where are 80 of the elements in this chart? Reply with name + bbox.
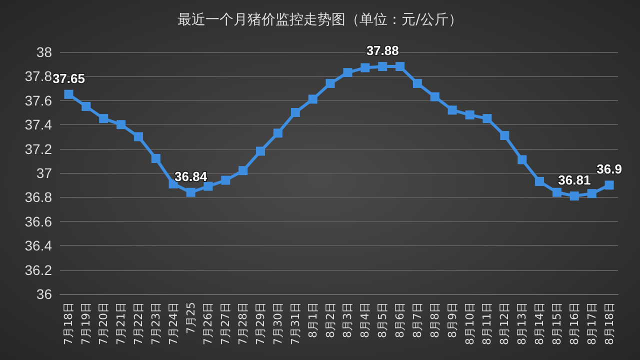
point	[448, 106, 457, 115]
point	[151, 154, 160, 163]
point	[500, 130, 510, 140]
point	[290, 108, 300, 117]
point	[570, 191, 579, 200]
point	[360, 63, 370, 72]
x-tick-label: 8月12日	[498, 302, 512, 345]
x-tick-label: 8月18日	[602, 302, 616, 345]
x-tick-label: 7月20日	[97, 302, 110, 345]
x-tick-label: 8月13日	[516, 302, 529, 345]
x-tick-label: 7月24日	[166, 302, 180, 345]
point	[465, 110, 474, 120]
x-tick-label: 7月29日	[254, 302, 268, 345]
x-tick-label: 8月1日	[306, 302, 320, 338]
point	[604, 180, 614, 190]
y-tick-label: 38	[36, 44, 52, 60]
point	[186, 188, 196, 197]
x-tick-label: 7月26日	[202, 302, 215, 345]
point	[587, 189, 596, 198]
point	[430, 92, 440, 102]
data-label: 36.84	[174, 168, 208, 184]
point	[256, 146, 266, 156]
y-tick-label: 37.6	[24, 92, 52, 108]
point	[552, 188, 562, 197]
x-tick-label: 8月2日	[324, 302, 337, 338]
point	[308, 94, 318, 104]
point	[82, 102, 91, 111]
y-tick-label: 37.8	[24, 68, 52, 84]
y-tick-label: 36.2	[24, 262, 52, 278]
y-tick-label: 37.4	[24, 116, 52, 133]
x-tick-label: 8月3日	[341, 302, 354, 338]
x-tick-label: 8月9日	[446, 302, 459, 338]
point	[204, 182, 213, 191]
y-tick-label: 37.2	[24, 140, 52, 157]
point	[64, 90, 74, 99]
point	[99, 114, 108, 124]
point	[326, 78, 335, 88]
point	[482, 114, 492, 124]
x-tick-label: 8月4日	[358, 302, 372, 338]
y-tick-label: 36.8	[24, 189, 52, 206]
point	[238, 166, 248, 176]
point	[221, 176, 230, 185]
point	[378, 62, 388, 72]
chart-title: 最近一个月猪价监控走势图（单位：元/公斤）	[178, 12, 462, 28]
x-tick-label: 8月11日	[480, 302, 494, 345]
x-tick-label: 7月25	[184, 302, 198, 334]
x-tick-label: 7月23日	[149, 302, 162, 345]
x-tick-label: 7月30日	[271, 302, 284, 345]
x-tick-label: 7月19日	[80, 302, 93, 345]
x-tick-label: 7月27日	[219, 302, 232, 345]
x-tick-label: 7月18日	[62, 302, 76, 345]
x-tick-label: 8月15日	[550, 302, 564, 345]
x-tick-label: 7月21日	[114, 302, 128, 345]
x-tick-label: 8月14日	[533, 302, 546, 345]
x-tick-label: 7月31日	[288, 302, 302, 345]
data-label: 37.88	[366, 43, 399, 58]
x-tick-label: 8月16日	[568, 302, 581, 345]
point	[535, 176, 544, 186]
point	[116, 120, 126, 130]
point	[273, 128, 282, 138]
point	[396, 62, 405, 72]
x-tick-label: 8月8日	[428, 302, 442, 338]
data-label: 36.9	[596, 162, 622, 177]
point	[134, 132, 143, 142]
data-label: 37.65	[52, 70, 85, 86]
point	[343, 68, 352, 78]
x-tick-label: 8月6日	[394, 302, 407, 338]
y-tick-label: 36.4	[24, 238, 52, 254]
y-tick-label: 36.6	[24, 213, 52, 230]
x-tick-label: 7月22日	[132, 302, 145, 345]
x-tick-label: 8月5日	[376, 302, 390, 338]
point	[412, 78, 422, 88]
point	[518, 155, 527, 164]
y-tick-label: 36	[36, 286, 52, 302]
x-tick-label: 8月17日	[585, 302, 598, 345]
x-tick-label: 7月28日	[236, 302, 250, 345]
x-tick-label: 8月10日	[463, 302, 476, 345]
x-tick-label: 8月7日	[410, 302, 424, 338]
data-label: 36.81	[558, 172, 591, 188]
y-tick-label: 37	[36, 165, 52, 181]
